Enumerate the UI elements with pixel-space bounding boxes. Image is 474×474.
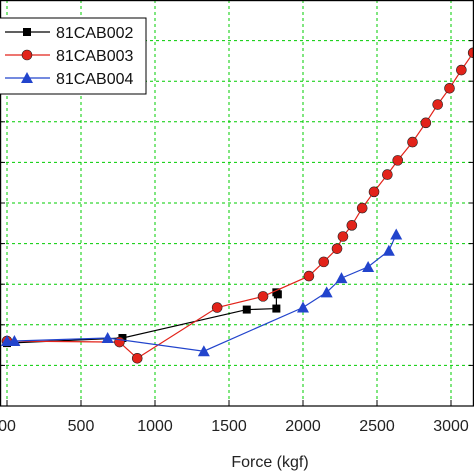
series-layer [1,47,474,364]
data-point-81cab003 [303,270,315,282]
data-point-81cab003 [456,64,467,76]
tick-layer: 00500100015002000250030003500 [0,40,474,435]
data-point-81cab002 [273,290,282,299]
data-point-81cab004 [362,260,375,272]
data-point-81cab003 [257,291,269,302]
series-81cab004 [1,228,403,357]
data-point-81cab002 [242,305,251,314]
data-point-81cab003 [318,256,330,268]
x-tick-label: 500 [68,418,95,435]
data-point-81cab003 [444,83,455,94]
data-point-81cab003 [346,220,358,231]
x-axis-title: Force (kgf) [231,454,308,471]
data-point-81cab003 [368,186,380,198]
data-point-81cab003 [407,136,418,148]
x-tick-label: 00 [0,418,16,435]
data-point-81cab004 [297,301,309,313]
data-point-81cab003 [382,169,393,180]
data-point-81cab003 [331,243,343,254]
legend-marker-81cab002 [23,28,31,36]
data-point-81cab004 [101,331,114,343]
data-point-81cab003 [432,99,443,110]
data-point-81cab004 [320,286,333,298]
data-point-81cab003 [392,155,404,166]
x-tick-label: 1000 [137,418,173,435]
data-point-81cab004 [197,345,210,357]
legend-label-81cab003: 81CAB003 [56,48,133,65]
data-point-81cab004 [335,272,348,284]
series-81cab002 [3,288,282,348]
data-point-81cab003 [356,202,368,214]
legend: 81CAB002 81CAB003 81CAB004 [0,17,147,95]
series-line-81cab002 [6,290,279,344]
data-point-81cab004 [8,335,21,347]
data-point-81cab004 [390,228,403,240]
data-point-81cab003 [337,231,349,242]
x-tick-label: 2500 [359,418,395,435]
legend-label-81cab002: 81CAB002 [56,25,133,42]
data-point-81cab002 [272,304,281,313]
x-tick-label: 3000 [433,418,469,435]
x-tick-label: 1500 [211,418,247,435]
data-point-81cab003 [420,117,432,129]
data-point-81cab004 [382,244,395,256]
legend-label-81cab004: 81CAB004 [56,71,133,88]
data-point-81cab003 [131,352,143,364]
data-point-81cab003 [211,302,223,313]
legend-marker-81cab003 [21,49,33,61]
series-line-81cab004 [7,234,397,352]
legend-marker-81cab004 [21,72,33,83]
x-tick-label: 2000 [285,418,321,435]
